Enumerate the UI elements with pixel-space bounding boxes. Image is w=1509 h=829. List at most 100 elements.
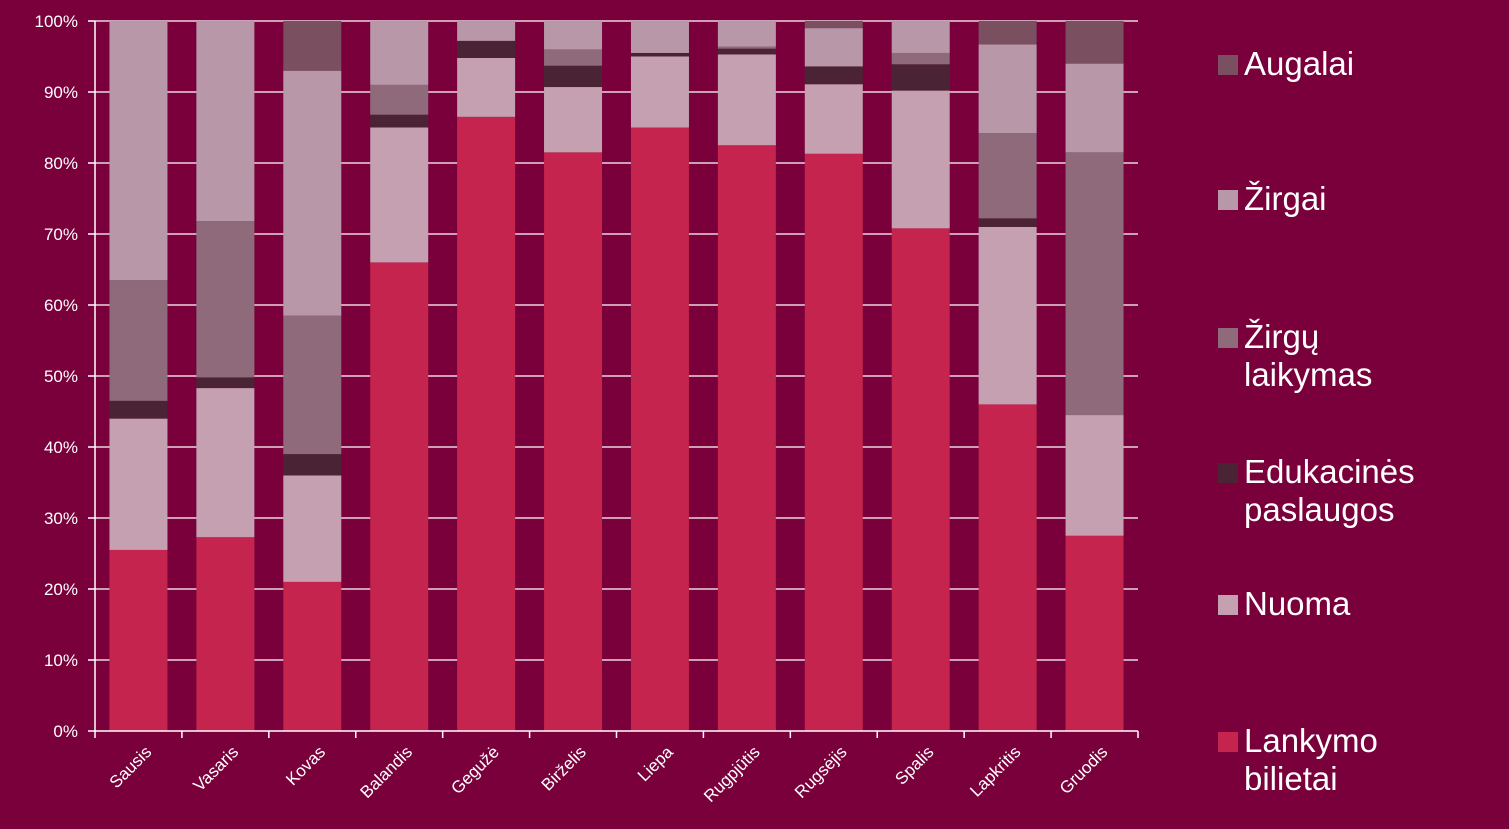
- y-tick-label: 80%: [44, 154, 78, 173]
- x-tick-label: Lapkritis: [966, 742, 1024, 800]
- bar-segment-lankymo-bilietai: [544, 152, 603, 732]
- legend-label: Nuoma: [1244, 585, 1351, 622]
- bar-segment-žirgai: [109, 21, 168, 281]
- legend-item: Nuoma: [1218, 585, 1350, 623]
- bar-segment-žirgų-laikymas: [1065, 152, 1124, 416]
- legend-label: Augalai: [1244, 45, 1355, 82]
- bar-segment-žirgų-laikymas: [196, 221, 255, 378]
- axes: [88, 20, 1139, 738]
- bar-segment-augalai: [804, 21, 863, 29]
- bar-segment-edukacinės-paslaugos: [891, 64, 950, 91]
- y-tick-label: 100%: [35, 12, 78, 31]
- bar-segment-edukacinės-paslaugos: [370, 114, 429, 128]
- bar-segment-lankymo-bilietai: [717, 145, 776, 731]
- bar-segment-žirgai: [544, 21, 603, 50]
- bar-segment-nuoma: [370, 127, 429, 263]
- bar-segment-lankymo-bilietai: [370, 262, 429, 731]
- x-tick-label: Kovas: [282, 742, 329, 789]
- y-tick-label: 50%: [44, 367, 78, 386]
- bar-segment-žirgų-laikymas: [283, 315, 342, 455]
- bar-segment-edukacinės-paslaugos: [544, 65, 603, 88]
- bar-segment-žirgai: [804, 28, 863, 67]
- bar-segment-žirgai: [717, 21, 776, 47]
- bar-segment-edukacinės-paslaugos: [196, 377, 255, 389]
- legend-label: Žirgai: [1244, 180, 1327, 217]
- bar-segment-augalai: [1065, 21, 1124, 64]
- legend-swatch: [1218, 190, 1238, 210]
- bar-segment-edukacinės-paslaugos: [109, 400, 168, 419]
- bar-segment-lankymo-bilietai: [196, 537, 255, 731]
- bar-segment-žirgai: [457, 21, 516, 41]
- legend-swatch: [1218, 463, 1238, 483]
- bar-segment-edukacinės-paslaugos: [804, 66, 863, 85]
- bar-segment-žirgai: [630, 21, 689, 53]
- bar-segment-žirgai: [1065, 63, 1124, 153]
- bar-segment-žirgų-laikymas: [891, 52, 950, 65]
- legend-swatch: [1218, 328, 1238, 348]
- bar-segment-žirgai: [891, 21, 950, 53]
- legend-item: Augalai: [1218, 45, 1354, 83]
- legend-item: Lankymo bilietai: [1218, 722, 1378, 798]
- chart-legend: Augalai Žirgai Žirgų laikymas Edukacinės pa…: [1218, 0, 1509, 829]
- x-tick-label: Rugpjūtis: [700, 742, 764, 806]
- bar-segment-nuoma: [630, 56, 689, 128]
- bar-segment-nuoma: [978, 226, 1037, 405]
- legend-item: Žirgai: [1218, 180, 1327, 218]
- y-tick-label: 10%: [44, 651, 78, 670]
- y-tick-label: 70%: [44, 225, 78, 244]
- bar-segment-lankymo-bilietai: [804, 153, 863, 731]
- bar-segment-nuoma: [196, 388, 255, 538]
- y-tick-label: 90%: [44, 83, 78, 102]
- legend-item: Edukacinės paslaugos: [1218, 453, 1415, 529]
- gridlines: [95, 20, 1138, 661]
- bar-segment-lankymo-bilietai: [978, 404, 1037, 731]
- legend-label: Edukacinės paslaugos: [1244, 453, 1415, 528]
- bar-segment-nuoma: [109, 418, 168, 550]
- bar-segment-nuoma: [457, 57, 516, 117]
- x-tick-label: Sausis: [106, 742, 156, 792]
- bars: [109, 21, 1124, 732]
- y-tick-label: 20%: [44, 580, 78, 599]
- legend-item: Žirgų laikymas: [1218, 318, 1372, 394]
- legend-label: Lankymo bilietai: [1244, 722, 1378, 797]
- bar-segment-žirgų-laikymas: [370, 84, 429, 115]
- bar-segment-nuoma: [891, 90, 950, 229]
- x-tick-labels: Sausis Vasaris Kovas Balandis Gegužė Birželis…: [106, 742, 1112, 806]
- bar-segment-lankymo-bilietai: [630, 127, 689, 731]
- bar-segment-nuoma: [283, 475, 342, 582]
- bar-segment-edukacinės-paslaugos: [630, 52, 689, 57]
- bar-segment-lankymo-bilietai: [283, 581, 342, 731]
- x-tick-label: Birželis: [538, 742, 590, 794]
- x-tick-label: Gruodis: [1056, 742, 1112, 798]
- bar-segment-lankymo-bilietai: [109, 549, 168, 731]
- bar-segment-edukacinės-paslaugos: [717, 48, 776, 55]
- bar-segment-nuoma: [717, 54, 776, 146]
- bar-segment-edukacinės-paslaugos: [978, 218, 1037, 227]
- bar-segment-žirgų-laikymas: [717, 46, 776, 49]
- bar-segment-edukacinės-paslaugos: [283, 454, 342, 476]
- bar-segment-lankymo-bilietai: [1065, 535, 1124, 731]
- legend-swatch: [1218, 732, 1238, 752]
- y-tick-label: 60%: [44, 296, 78, 315]
- x-tick-label: Gegužė: [447, 742, 503, 798]
- bar-segment-nuoma: [1065, 415, 1124, 536]
- legend-swatch: [1218, 55, 1238, 75]
- x-tick-label: Vasaris: [190, 742, 243, 795]
- bar-segment-žirgai: [196, 21, 255, 222]
- y-tick-label: 40%: [44, 438, 78, 457]
- x-tick-label: Balandis: [356, 742, 416, 802]
- bar-segment-lankymo-bilietai: [891, 228, 950, 731]
- bar-segment-žirgų-laikymas: [109, 280, 168, 401]
- bar-segment-nuoma: [544, 87, 603, 153]
- y-tick-label: 30%: [44, 509, 78, 528]
- bar-segment-žirgų-laikymas: [978, 133, 1037, 219]
- bar-segment-lankymo-bilietai: [457, 116, 516, 732]
- bar-segment-žirgai: [283, 70, 342, 316]
- bar-segment-augalai: [283, 21, 342, 71]
- x-tick-label: Liepa: [634, 742, 677, 785]
- y-tick-labels: 0% 10% 20% 30% 40% 50% 60% 70% 80% 90% 100%: [35, 12, 78, 741]
- bar-segment-žirgai: [978, 44, 1037, 134]
- x-tick-label: Spalis: [891, 742, 937, 788]
- x-tick-label: Rugsėjis: [791, 742, 851, 802]
